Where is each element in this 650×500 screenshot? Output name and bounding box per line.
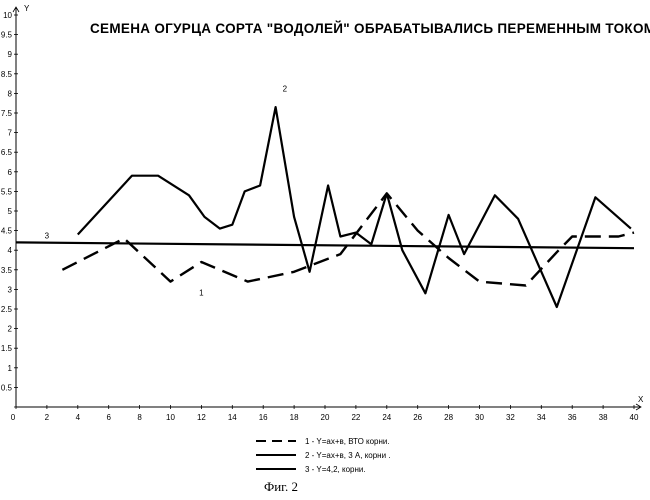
y-tick-label: 10 xyxy=(3,11,12,20)
x-axis-ticks: 0 2 4 6 8 10 12 14 16 18 20 22 24 26 28 30 32 34 36 38 40 xyxy=(11,405,639,422)
x-tick-label: 38 xyxy=(599,413,608,422)
legend-entry-3: 3 - Y=4,2, корни. xyxy=(305,465,366,474)
x-tick-label: 22 xyxy=(351,413,360,422)
x-tick-label: 20 xyxy=(321,413,330,422)
y-tick-label: 3.5 xyxy=(1,266,13,275)
x-tick-label: 30 xyxy=(475,413,484,422)
x-tick-label: 0 xyxy=(11,413,16,422)
x-tick-label: 16 xyxy=(259,413,268,422)
y-axis-ticks: 0.5 1 1.5 2 2.5 3 3.5 4 4.5 5 5.5 6 6.5 7 7.5 8 8.5 9 9.5 1… xyxy=(1,11,18,408)
y-tick-label: 7 xyxy=(8,129,13,138)
axes: XY xyxy=(12,4,644,411)
x-tick-label: 26 xyxy=(413,413,422,422)
x-axis-label: X xyxy=(638,395,644,404)
y-tick-label: 2 xyxy=(8,325,13,334)
x-tick-label: 14 xyxy=(228,413,237,422)
x-tick-label: 4 xyxy=(76,413,81,422)
y-tick-label: 1.5 xyxy=(1,344,13,353)
y-tick-label: 9 xyxy=(8,50,13,59)
y-tick-label: 8.5 xyxy=(1,70,13,79)
series-line-1 xyxy=(61,192,635,287)
x-tick-label: 18 xyxy=(290,413,299,422)
x-tick-label: 24 xyxy=(382,413,391,422)
figure-caption: Фиг. 2 xyxy=(264,479,298,494)
series-lines xyxy=(15,105,635,309)
x-tick-label: 12 xyxy=(197,413,206,422)
y-tick-label: 6.5 xyxy=(1,148,13,157)
series-line-3 xyxy=(15,241,635,250)
y-tick-label: 7.5 xyxy=(1,109,13,118)
legend-entry-2: 2 - Y=ax+в, 3 А, корни . xyxy=(305,451,391,460)
y-tick-label: 5 xyxy=(8,207,13,216)
legend-entry-1: 1 - Y=ax+в, ВТО корни. xyxy=(305,437,390,446)
annotation-label-3: 3 xyxy=(45,231,50,240)
legend: 1 - Y=ax+в, ВТО корни. 2 - Y=ax+в, 3 А, к… xyxy=(256,437,391,474)
y-tick-label: 2.5 xyxy=(1,305,13,314)
x-tick-label: 32 xyxy=(506,413,515,422)
y-tick-label: 8 xyxy=(8,89,13,98)
y-tick-label: 0.5 xyxy=(1,383,13,392)
y-tick-label: 6 xyxy=(8,168,13,177)
y-tick-label: 9.5 xyxy=(1,31,13,40)
y-tick-label: 5.5 xyxy=(1,187,13,196)
x-tick-label: 28 xyxy=(444,413,453,422)
x-axis-arrow-icon xyxy=(635,403,642,411)
annotations: 1 2 3 xyxy=(45,84,288,297)
x-tick-label: 8 xyxy=(137,413,142,422)
series-line-2 xyxy=(76,105,632,309)
y-tick-label: 4.5 xyxy=(1,227,13,236)
y-tick-label: 3 xyxy=(8,285,13,294)
y-axis-label: Y xyxy=(24,4,30,13)
x-tick-label: 40 xyxy=(630,413,639,422)
y-tick-label: 4 xyxy=(8,246,13,255)
x-tick-label: 6 xyxy=(106,413,111,422)
chart-title: СЕМЕНА ОГУРЦА СОРТА "ВОДОЛЕЙ" ОБРАБАТЫВА… xyxy=(90,21,650,36)
x-tick-label: 34 xyxy=(537,413,546,422)
x-tick-label: 36 xyxy=(568,413,577,422)
x-tick-label: 2 xyxy=(45,413,50,422)
x-tick-label: 10 xyxy=(166,413,175,422)
annotation-label-1: 1 xyxy=(199,288,204,297)
y-tick-label: 1 xyxy=(8,364,13,373)
y-axis-arrow-icon xyxy=(12,6,20,13)
annotation-label-2: 2 xyxy=(283,84,288,93)
